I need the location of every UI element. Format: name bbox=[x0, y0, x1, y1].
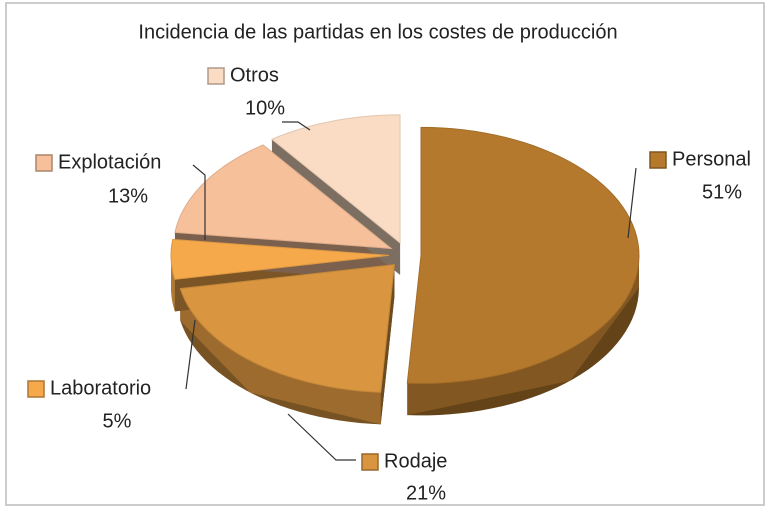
slice-label: Explotación bbox=[58, 151, 161, 173]
leader-line bbox=[185, 319, 196, 390]
slice-label: Laboratorio bbox=[50, 377, 151, 399]
value-label: 13% bbox=[108, 185, 148, 207]
slice bbox=[170, 238, 390, 280]
legend-swatch bbox=[649, 151, 667, 169]
legend-swatch bbox=[35, 154, 53, 172]
slice-label: Personal bbox=[672, 148, 751, 170]
slice-wall bbox=[380, 264, 395, 425]
legend-swatch bbox=[27, 380, 45, 398]
slice-label: Rodaje bbox=[384, 450, 447, 472]
legend-swatch bbox=[207, 67, 225, 85]
leader-line bbox=[627, 167, 637, 239]
slice-side bbox=[407, 255, 639, 416]
slice bbox=[406, 126, 640, 384]
leader-line bbox=[192, 164, 206, 240]
value-label: 51% bbox=[702, 181, 742, 203]
slice bbox=[270, 114, 401, 244]
legend-swatch bbox=[361, 453, 379, 471]
value-label: 5% bbox=[103, 410, 132, 432]
slice-label: Otros bbox=[230, 64, 279, 86]
leader-line bbox=[287, 413, 356, 461]
value-label: 21% bbox=[406, 482, 446, 504]
chart-title: Incidencia de las partidas en los costes… bbox=[138, 21, 617, 43]
value-label: 10% bbox=[245, 97, 285, 119]
slice bbox=[179, 264, 395, 393]
slice bbox=[174, 144, 393, 250]
slice-side bbox=[180, 288, 381, 425]
leader-line bbox=[282, 121, 311, 131]
